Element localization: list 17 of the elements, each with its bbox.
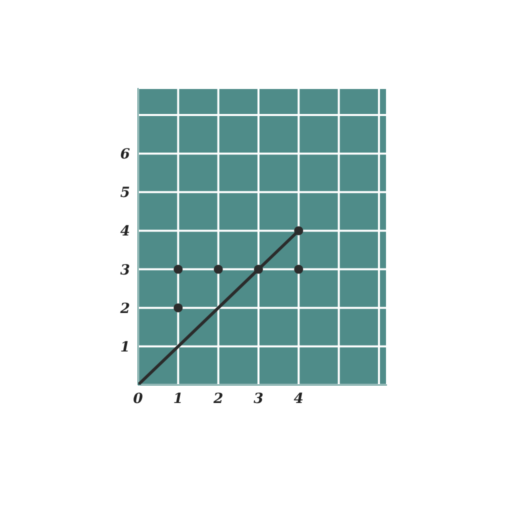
point — [254, 264, 263, 274]
point — [174, 303, 183, 312]
x-tick-label: 3 — [254, 390, 264, 407]
point — [294, 264, 304, 274]
point — [214, 264, 223, 274]
point — [294, 226, 304, 236]
x-tick-label: 4 — [294, 390, 304, 407]
x-tick-label: 1 — [173, 390, 184, 407]
y-tick-label: 5 — [120, 185, 130, 202]
y-tick-label: 1 — [120, 339, 130, 356]
x-tick-label: 2 — [212, 390, 224, 407]
y-tick-label: 3 — [120, 262, 130, 278]
point — [174, 264, 183, 274]
x-tick-label: 0 — [133, 390, 144, 407]
y-tick-label: 6 — [120, 146, 130, 163]
y-tick-label: 2 — [119, 300, 130, 317]
y-tick-label: 4 — [120, 224, 130, 240]
